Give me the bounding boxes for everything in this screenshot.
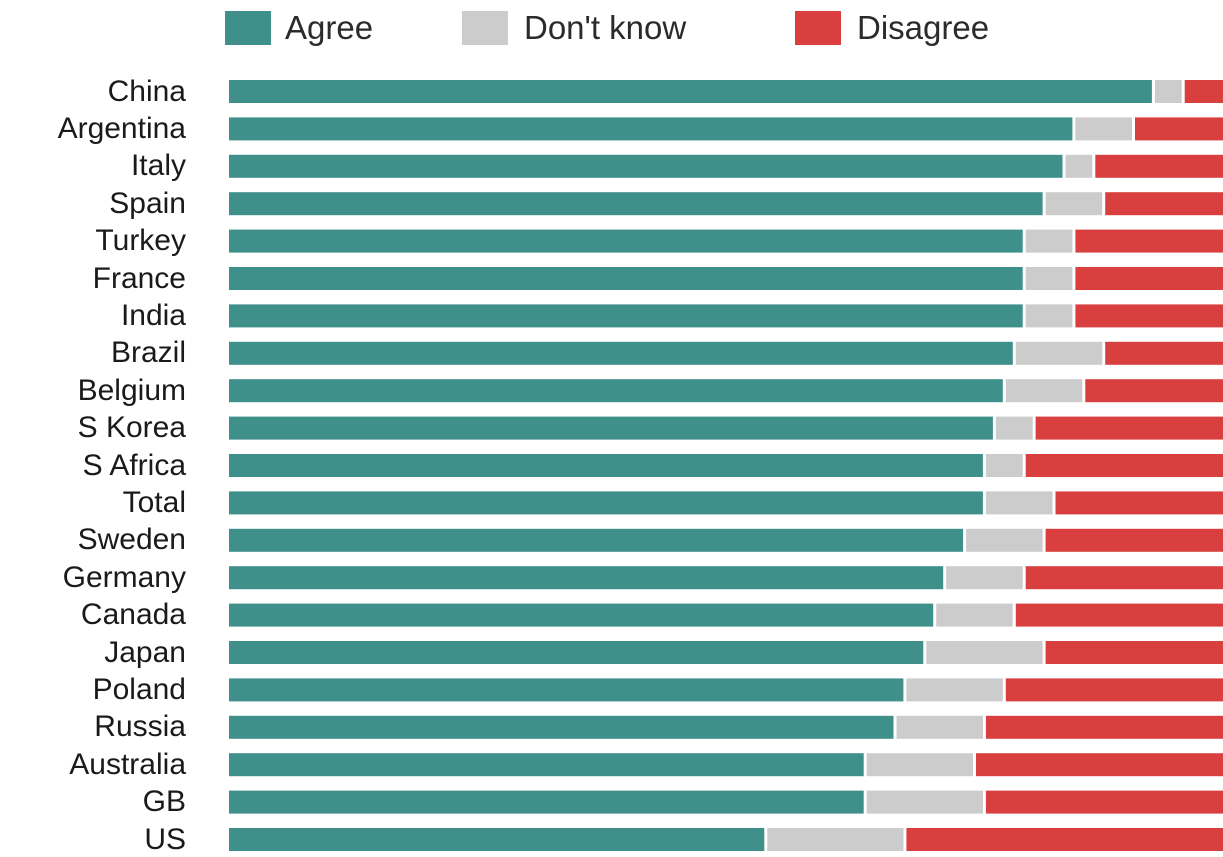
bar-sweden-agree [229,529,963,552]
bar-s-africa-don-t-know [986,454,1023,477]
bar-poland-disagree [1006,678,1223,701]
bar-s-korea-don-t-know [996,417,1033,440]
bar-argentina-disagree [1135,117,1223,140]
bar-s-korea-disagree [1036,417,1223,440]
bar-india-agree [229,304,1023,327]
bar-russia-disagree [986,716,1223,739]
bar-germany-agree [229,566,943,589]
bar-canada-disagree [1016,604,1223,627]
bar-china-disagree [1185,80,1223,103]
bar-gb-agree [229,791,864,814]
bar-france-don-t-know [1026,267,1073,290]
bar-s-korea-agree [229,417,993,440]
bar-sweden-don-t-know [966,529,1043,552]
bar-poland-don-t-know [906,678,1002,701]
bar-germany-don-t-know [946,566,1023,589]
bar-australia-agree [229,753,864,776]
bar-italy-agree [229,155,1063,178]
bar-brazil-agree [229,342,1013,365]
bar-us-don-t-know [767,828,903,851]
bar-spain-agree [229,192,1043,215]
bar-poland-agree [229,678,903,701]
bar-australia-don-t-know [867,753,973,776]
bar-japan-disagree [1046,641,1223,664]
bar-japan-don-t-know [926,641,1042,664]
bar-gb-disagree [986,791,1223,814]
bar-belgium-don-t-know [1006,379,1083,402]
bar-us-disagree [906,828,1223,851]
bar-total-don-t-know [986,491,1053,514]
bar-brazil-disagree [1105,342,1223,365]
bar-total-disagree [1056,491,1223,514]
bar-russia-don-t-know [897,716,984,739]
bar-total-agree [229,491,983,514]
bar-turkey-agree [229,230,1023,253]
bar-belgium-disagree [1085,379,1223,402]
bar-china-don-t-know [1155,80,1182,103]
bar-s-africa-agree [229,454,983,477]
bar-spain-don-t-know [1046,192,1103,215]
bar-turkey-don-t-know [1026,230,1073,253]
bar-italy-don-t-know [1066,155,1093,178]
bar-us-agree [229,828,764,851]
bar-italy-disagree [1095,155,1223,178]
bar-spain-disagree [1105,192,1223,215]
bar-argentina-agree [229,117,1072,140]
bar-s-africa-disagree [1026,454,1223,477]
bar-belgium-agree [229,379,1003,402]
bar-australia-disagree [976,753,1223,776]
bar-france-agree [229,267,1023,290]
bar-gb-don-t-know [867,791,983,814]
bar-russia-agree [229,716,894,739]
bar-turkey-disagree [1075,230,1223,253]
bar-canada-don-t-know [936,604,1013,627]
bar-argentina-don-t-know [1075,117,1132,140]
bar-india-don-t-know [1026,304,1073,327]
bar-sweden-disagree [1046,529,1223,552]
bar-japan-agree [229,641,923,664]
bar-germany-disagree [1026,566,1223,589]
bar-france-disagree [1075,267,1223,290]
bar-china-agree [229,80,1152,103]
bar-brazil-don-t-know [1016,342,1103,365]
bar-india-disagree [1075,304,1223,327]
bar-canada-agree [229,604,933,627]
